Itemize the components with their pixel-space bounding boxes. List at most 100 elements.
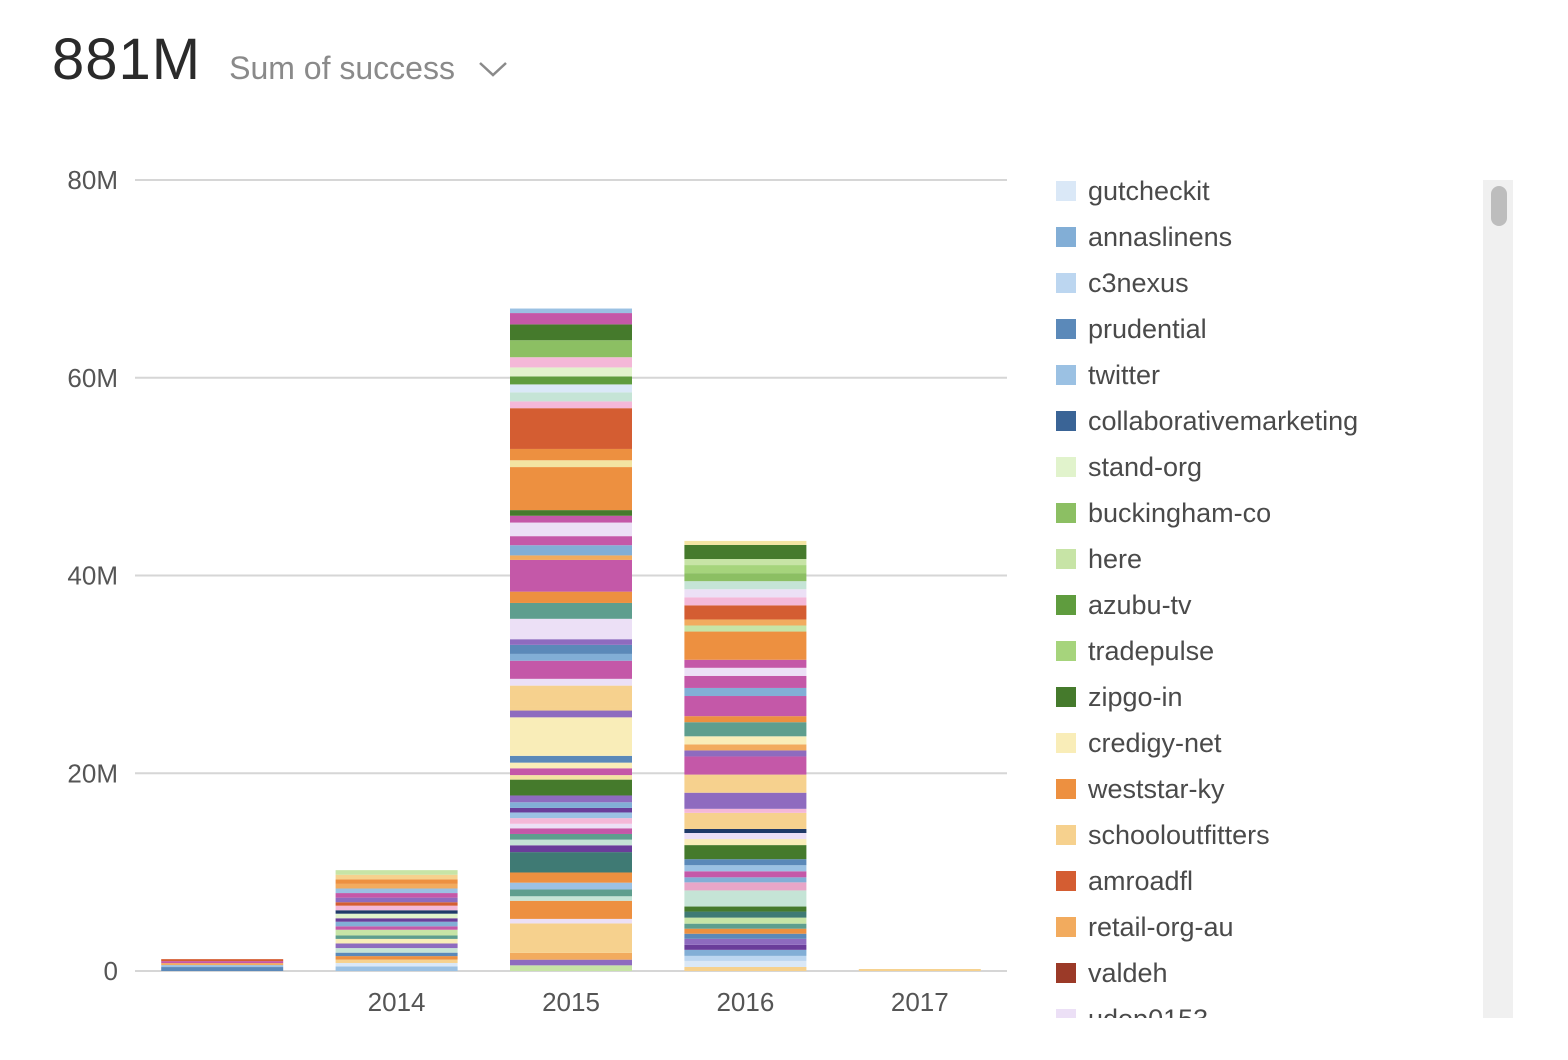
- legend-label: schooloutfitters: [1088, 819, 1270, 850]
- bar-segment: [510, 755, 632, 763]
- y-tick-label: 0: [104, 956, 118, 986]
- bar-segment: [510, 900, 632, 919]
- bar-segment: [510, 678, 632, 686]
- bar-segment: [684, 917, 807, 924]
- legend-swatch: [1056, 733, 1076, 753]
- bar-segment: [510, 392, 632, 402]
- legend-label: credigy-net: [1088, 727, 1222, 758]
- legend-item[interactable]: annaslinens: [1056, 214, 1476, 260]
- legend-label: prudential: [1088, 313, 1207, 344]
- bar-segment: [684, 890, 807, 907]
- bar-segment: [684, 619, 807, 626]
- legend-item[interactable]: retail-org-au: [1056, 904, 1476, 950]
- legend-swatch: [1056, 503, 1076, 523]
- bar-segment: [510, 959, 632, 966]
- legend-item[interactable]: azubu-tv: [1056, 582, 1476, 628]
- bar-segment: [684, 960, 807, 967]
- bar-segment: [684, 859, 807, 866]
- legend-label: tradepulse: [1088, 635, 1215, 666]
- bar-segment: [510, 384, 632, 393]
- bar-segment: [161, 959, 284, 962]
- legend-item[interactable]: weststar-ky: [1056, 766, 1476, 812]
- legend-item[interactable]: collaborativemarketing: [1056, 398, 1476, 444]
- bar-segment: [510, 467, 632, 511]
- legend-label: annaslinens: [1088, 221, 1233, 252]
- legend-item[interactable]: schooloutfitters: [1056, 812, 1476, 858]
- scrollbar-thumb[interactable]: [1491, 186, 1507, 226]
- bar-segment: [335, 897, 458, 903]
- legend-item[interactable]: gutcheckit: [1056, 168, 1476, 214]
- chevron-down-icon: [479, 61, 507, 77]
- bar-segment: [510, 340, 632, 358]
- bar-segment: [684, 933, 807, 939]
- bar-segment: [684, 540, 807, 545]
- bar-segment: [335, 910, 458, 914]
- legend: gutcheckit annaslinens c3nexus prudential tw…: [1056, 168, 1476, 1018]
- bar-segment: [684, 792, 807, 809]
- bar-segment: [684, 774, 807, 793]
- legend-item[interactable]: tradepulse: [1056, 628, 1476, 674]
- bar-segment: [684, 631, 807, 660]
- bar-segment: [510, 882, 632, 890]
- bar-segment: [510, 717, 632, 756]
- bar-segment: [510, 559, 632, 592]
- legend-item[interactable]: here: [1056, 536, 1476, 582]
- bar-segment: [510, 448, 632, 461]
- measure-label: Sum of success: [229, 50, 455, 86]
- bar-segment: [684, 923, 807, 929]
- bar-segment: [335, 888, 458, 894]
- bar-segment: [684, 877, 807, 883]
- bar-segment: [510, 923, 632, 953]
- legend-item[interactable]: twitter: [1056, 352, 1476, 398]
- legend-label: udop0153: [1088, 1004, 1208, 1019]
- legend-item[interactable]: c3nexus: [1056, 260, 1476, 306]
- legend-item[interactable]: credigy-net: [1056, 720, 1476, 766]
- bar-segment: [684, 565, 807, 574]
- measure-selector[interactable]: Sum of success: [229, 50, 509, 87]
- x-tick-label: 2016: [716, 987, 774, 1017]
- bar-segment: [510, 515, 632, 523]
- bar-segment: [684, 944, 807, 950]
- bar-segment: [510, 660, 632, 679]
- legend-item[interactable]: buckingham-co: [1056, 490, 1476, 536]
- bar-segment: [335, 893, 458, 898]
- legend-label: buckingham-co: [1088, 497, 1272, 528]
- bar-segment: [684, 722, 807, 737]
- y-tick-label: 80M: [67, 165, 118, 195]
- bar-segment: [510, 685, 632, 707]
- bar-segment: [510, 706, 632, 711]
- bar-segment: [335, 905, 458, 911]
- bar-segment: [684, 812, 807, 829]
- legend-label: twitter: [1088, 359, 1161, 390]
- bar-segment: [684, 597, 807, 606]
- bar-segment: [684, 716, 807, 723]
- legend-swatch: [1056, 963, 1076, 983]
- x-tick-label: 2017: [891, 987, 949, 1017]
- bar-segment: [510, 852, 632, 873]
- legend-label: amroadfl: [1088, 865, 1194, 896]
- bar-segment: [510, 357, 632, 368]
- bar-segment: [510, 818, 632, 824]
- bar-segment: [510, 889, 632, 897]
- legend-item[interactable]: amroadfl: [1056, 858, 1476, 904]
- bar-segment: [161, 965, 284, 968]
- stacked-bar-chart: 0 20M 40M 60M 80M 2014 2015 2016 2017: [67, 165, 1007, 1017]
- bar-segment: [684, 865, 807, 872]
- legend-label: c3nexus: [1088, 267, 1189, 298]
- bar-segment: [335, 918, 458, 922]
- legend-item[interactable]: stand-org: [1056, 444, 1476, 490]
- bar-segment: [684, 955, 807, 961]
- legend-scrollbar[interactable]: [1483, 180, 1513, 1018]
- bar-segment: [684, 744, 807, 751]
- legend-item[interactable]: zipgo-in: [1056, 674, 1476, 720]
- bar-segment: [335, 870, 458, 875]
- bar-segment: [335, 952, 458, 957]
- bar-segment: [335, 956, 458, 960]
- bar-segment: [510, 510, 632, 516]
- legend-item[interactable]: valdeh: [1056, 950, 1476, 996]
- bar-segment: [335, 943, 458, 949]
- legend-item[interactable]: udop0153: [1056, 996, 1476, 1018]
- bar-segment: [510, 602, 632, 619]
- bar-segment: [510, 324, 632, 341]
- legend-item[interactable]: prudential: [1056, 306, 1476, 352]
